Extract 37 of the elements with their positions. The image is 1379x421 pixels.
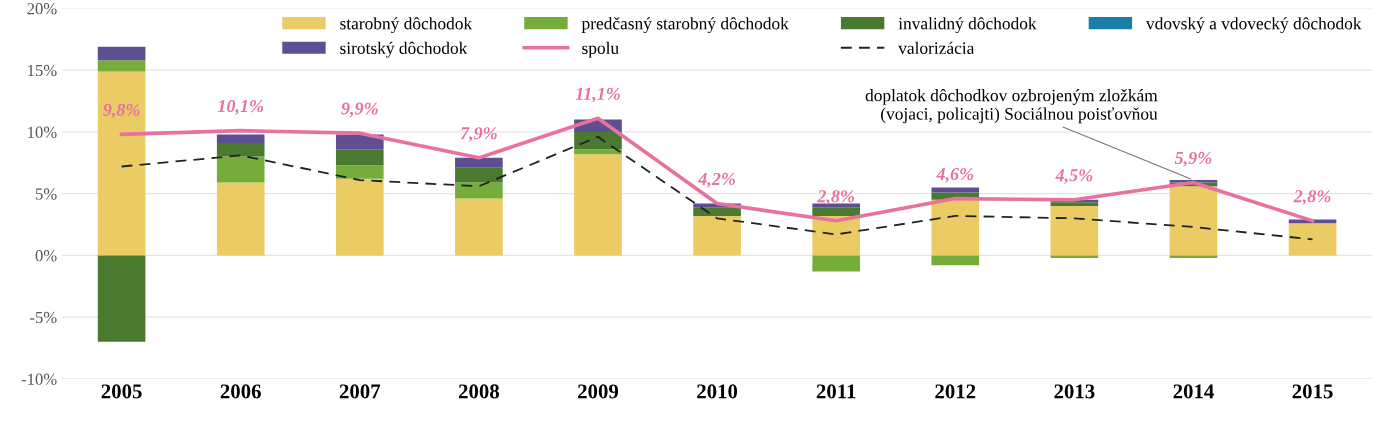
data-label: 9,8% <box>103 103 140 119</box>
data-label: 4,5% <box>1055 169 1093 184</box>
x-tick-label: 2009 <box>578 384 619 399</box>
data-label: 10,1% <box>217 100 264 115</box>
legend-label: spolu <box>582 41 619 58</box>
legend-label: vdovský a vdovecký dôchodok <box>1145 17 1362 33</box>
x-tick-label: 2010 <box>697 384 738 399</box>
data-label: 2,8% <box>1293 190 1331 205</box>
y-tick-label: 20% <box>27 3 57 15</box>
x-tick-label: 2006 <box>220 384 261 399</box>
legend-label: predčasný starobný dôchodok <box>581 17 789 33</box>
x-tick-label: 2012 <box>935 384 976 399</box>
data-label: 7,9% <box>460 127 497 142</box>
legend-label: sirotský dôchodok <box>340 41 468 58</box>
data-label: 2,8% <box>817 190 855 205</box>
y-tick-label: 10% <box>28 126 57 138</box>
data-label: 5,9% <box>1174 151 1212 167</box>
x-tick-label: 2014 <box>1173 384 1214 399</box>
legend-label: starobný dôchodok <box>340 17 473 33</box>
x-tick-label: 2005 <box>101 384 142 399</box>
x-tick-label: 2007 <box>339 384 381 399</box>
data-label: 4,2% <box>697 172 735 188</box>
annotation: doplatok dôchodkov ozbrojeným zložkám (vojaci, policajti) Sociálnou poisťovňou <box>865 89 1158 124</box>
legend-label: valorizácia <box>898 41 975 54</box>
data-label: 9,9% <box>341 102 378 118</box>
x-tick-label: 2013 <box>1054 384 1095 399</box>
data-label: 11,1% <box>575 87 620 103</box>
y-tick-label: 15% <box>28 64 57 77</box>
data-label: 4,6% <box>936 167 974 183</box>
legend-label: invalidný dôchodok <box>898 17 1037 33</box>
y-tick-label: -5% <box>30 311 57 324</box>
x-tick-label: 2011 <box>816 384 856 399</box>
x-tick-label: 2008 <box>458 384 500 399</box>
y-tick-label: -10% <box>21 373 57 385</box>
x-tick-label: 2015 <box>1292 384 1333 399</box>
y-tick-label: 5% <box>35 188 57 200</box>
y-tick-label: 0% <box>35 250 57 262</box>
